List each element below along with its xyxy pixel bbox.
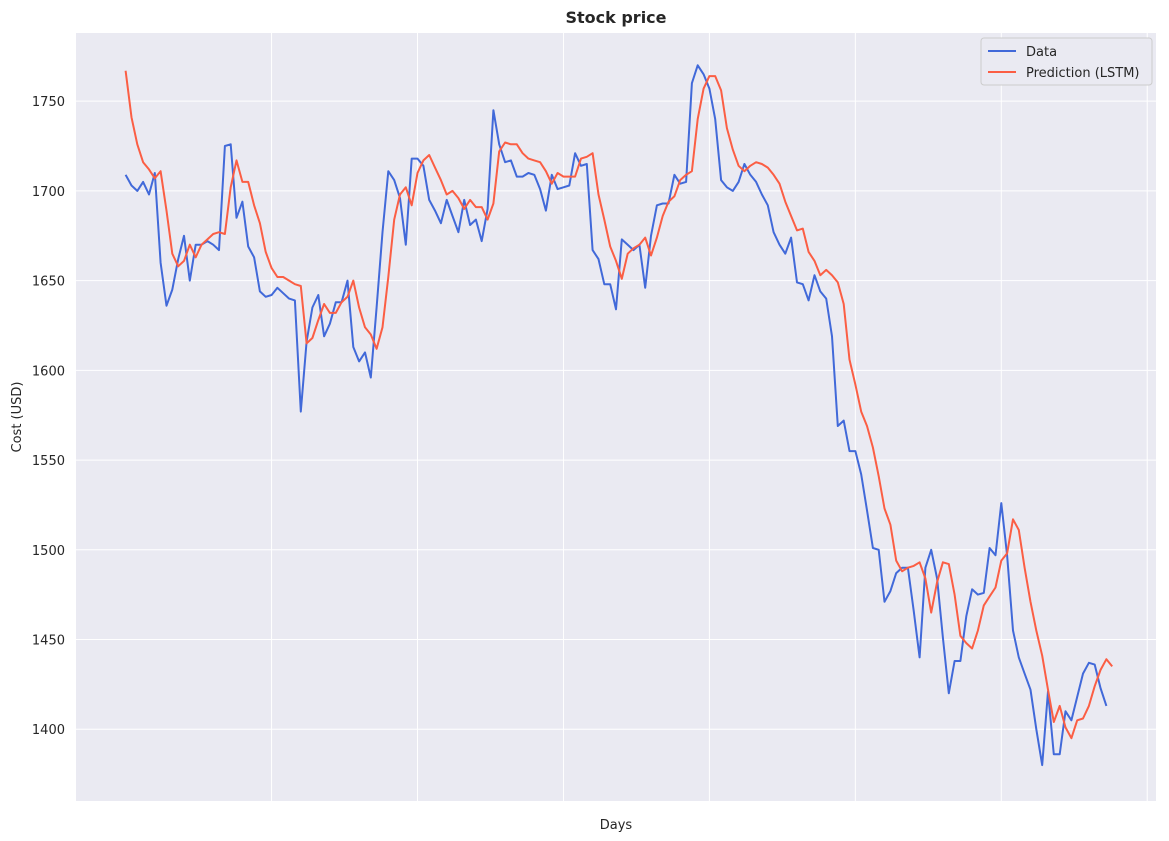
- grid-lines: [76, 33, 1156, 801]
- legend-label-prediction: Prediction (LSTM): [1026, 66, 1140, 81]
- y-axis-label: Cost (USD): [10, 382, 25, 453]
- series-layer: [124, 64, 1113, 767]
- y-tick-label: 1450: [32, 634, 65, 649]
- legend: Data Prediction (LSTM): [980, 37, 1153, 86]
- plot-area: [76, 33, 1156, 801]
- legend-box: [980, 37, 1153, 86]
- y-tick-label: 1750: [32, 95, 65, 110]
- y-tick-label: 1550: [32, 454, 65, 469]
- y-tick-label: 1650: [32, 275, 65, 290]
- y-tick-label: 1500: [32, 544, 65, 559]
- series-line-data: [124, 64, 1108, 767]
- y-tick-labels: 1400 1450 1500 1550 1600 1650 1700 1750: [32, 95, 65, 738]
- chart-title: Stock price: [565, 8, 666, 27]
- series-line-prediction: [124, 70, 1113, 740]
- y-tick-label: 1700: [32, 185, 65, 200]
- y-tick-label: 1400: [32, 723, 65, 738]
- y-tick-label: 1600: [32, 364, 65, 379]
- x-axis-label: Days: [600, 818, 633, 833]
- legend-label-data: Data: [1026, 45, 1057, 60]
